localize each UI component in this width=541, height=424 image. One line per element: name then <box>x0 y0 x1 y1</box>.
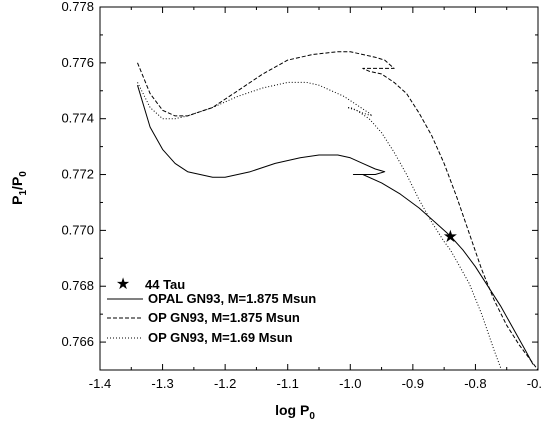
legend-label-series-0: OPAL GN93, M=1.875 Msun <box>148 291 316 306</box>
series-line-1 <box>137 51 538 370</box>
y-axis-title: P1/P0 <box>9 171 29 205</box>
y-tick-label: 0.770 <box>61 222 94 237</box>
y-tick-label: 0.766 <box>61 334 94 349</box>
series-line-2 <box>137 81 503 370</box>
series-line-0 <box>137 85 534 365</box>
legend-label-series-1: OP GN93, M=1.875 Msun <box>148 310 300 325</box>
legend-star-icon: ★ <box>116 274 130 293</box>
legend: ★ 44 Tau OPAL GN93, M=1.875 Msun OP GN93… <box>107 274 316 345</box>
legend-item-marker: ★ 44 Tau <box>116 274 185 293</box>
x-tick-label: -0.8 <box>464 376 486 391</box>
x-axis-ticks <box>99 7 539 370</box>
y-axis-title-p: P <box>9 196 25 205</box>
x-tick-label: -1.3 <box>151 376 173 391</box>
y-tick-label: 0.778 <box>61 0 94 14</box>
star-marker-icon: ★ <box>443 227 458 247</box>
y-axis-ticks <box>100 6 538 343</box>
x-tick-label: -1.4 <box>89 376 111 391</box>
x-axis-tick-labels: -1.4 -1.3 -1.2 -1.1 -1.0 -0.9 -0.8 -0.7 <box>89 376 541 391</box>
legend-item-series-0: OPAL GN93, M=1.875 Msun <box>107 291 316 306</box>
y-tick-label: 0.774 <box>61 111 94 126</box>
legend-label-series-2: OP GN93, M=1.69 Msun <box>148 330 293 345</box>
y-tick-label: 0.768 <box>61 278 94 293</box>
x-axis-title-sub: 0 <box>309 411 315 422</box>
x-axis-title-main: log P <box>275 402 309 418</box>
x-tick-label: -1.2 <box>214 376 236 391</box>
legend-item-series-2: OP GN93, M=1.69 Msun <box>107 330 293 345</box>
x-tick-label: -1.0 <box>339 376 361 391</box>
marker-group: ★ <box>443 227 458 247</box>
legend-label-marker: 44 Tau <box>145 277 185 292</box>
legend-item-series-1: OP GN93, M=1.875 Msun <box>107 310 300 325</box>
y-tick-label: 0.772 <box>61 167 94 182</box>
y-axis-title-sub0: 0 <box>18 171 29 177</box>
x-tick-label: -1.1 <box>277 376 299 391</box>
x-tick-label: -0.7 <box>527 376 541 391</box>
y-axis-title-slash: /P <box>9 177 25 190</box>
y-axis-title-sub1: 1 <box>18 190 29 196</box>
series-group <box>137 51 538 370</box>
x-axis-title: log P0 <box>275 402 315 422</box>
y-tick-label: 0.776 <box>61 55 94 70</box>
x-tick-label: -0.9 <box>402 376 424 391</box>
y-axis-tick-labels: 0.766 0.768 0.770 0.772 0.774 0.776 0.778 <box>61 0 94 349</box>
